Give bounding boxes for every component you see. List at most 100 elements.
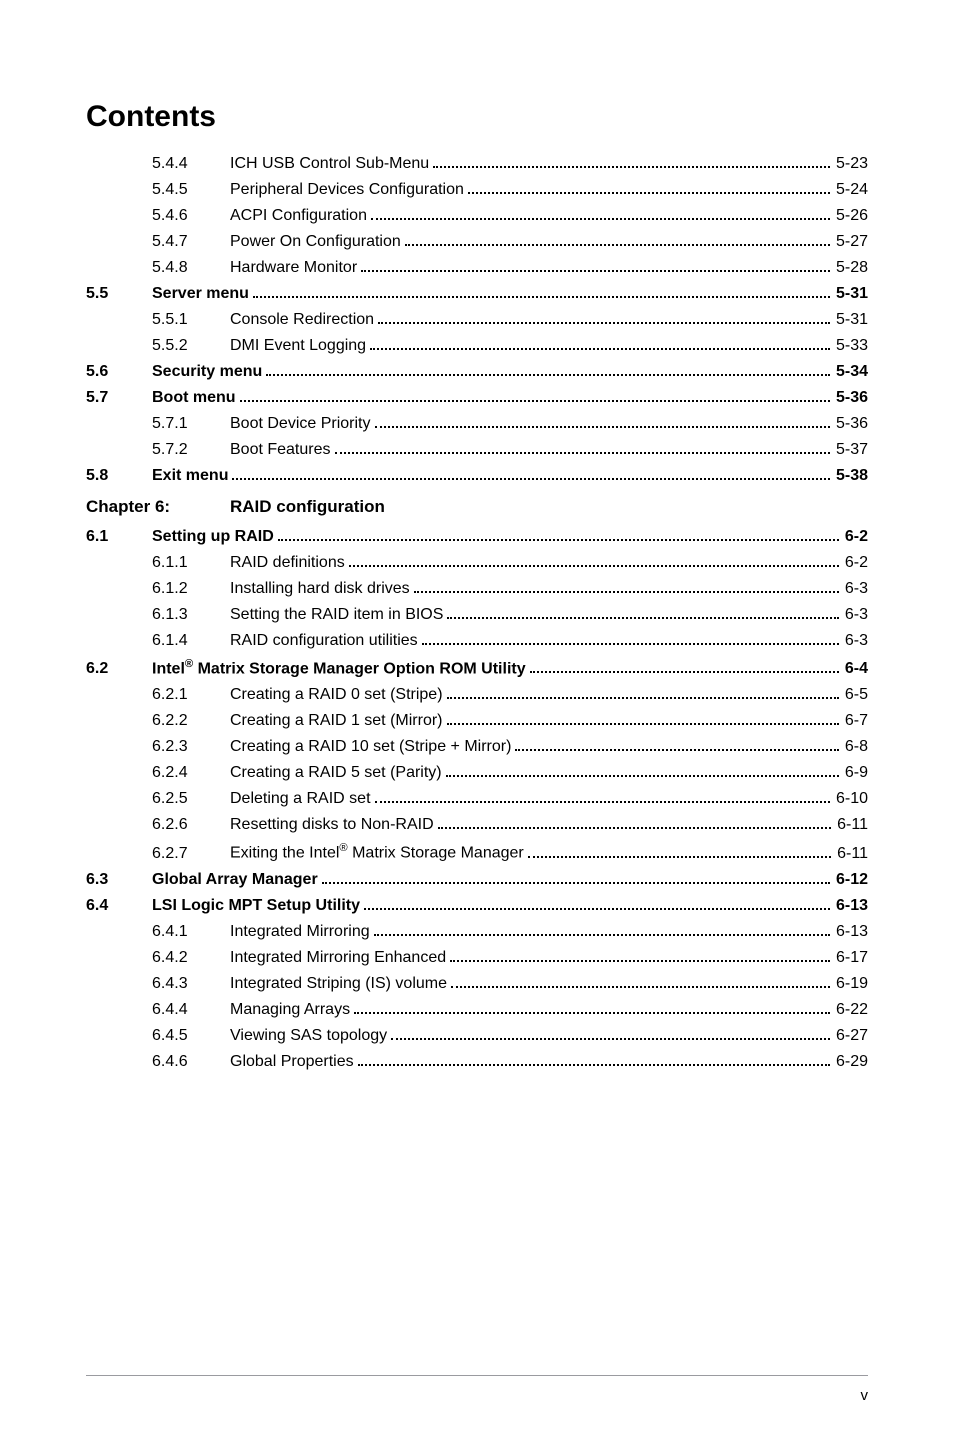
toc-subsection-number: 6.4.2	[152, 950, 230, 966]
toc-entry-label: Creating a RAID 0 set (Stripe)	[230, 687, 443, 703]
toc-leader-dots	[335, 442, 830, 454]
toc-leader-dots	[278, 529, 839, 541]
toc-entry-label: Integrated Striping (IS) volume	[230, 976, 447, 992]
toc-subsection-row: 5.7.1Boot Device Priority 5-36	[86, 416, 868, 432]
toc-leader-dots	[447, 713, 839, 725]
toc-subsection-number: 6.2.3	[152, 739, 230, 755]
toc-page-number: 5-36	[834, 390, 868, 406]
toc-subsection-number: 6.4.3	[152, 976, 230, 992]
toc-entry-label: Intel® Matrix Storage Manager Option ROM…	[152, 659, 526, 677]
toc-entry-label: Integrated Mirroring Enhanced	[230, 950, 446, 966]
toc-leader-dots	[349, 555, 839, 567]
toc-subsection-number: 6.2.1	[152, 687, 230, 703]
toc-page-number: 5-23	[834, 156, 868, 172]
toc-subsection-number: 5.4.7	[152, 234, 230, 250]
toc-leader-dots	[371, 208, 830, 220]
toc-section-number: 6.4	[86, 898, 152, 914]
toc-leader-dots	[322, 872, 830, 884]
toc-page-number: 6-5	[843, 687, 868, 703]
toc-page-number: 6-8	[843, 739, 868, 755]
toc-page-number: 5-27	[834, 234, 868, 250]
toc-subsection-row: 6.2.2Creating a RAID 1 set (Mirror)6-7	[86, 713, 868, 729]
footer-rule	[86, 1375, 868, 1376]
toc-subsection-number: 6.2.7	[152, 846, 230, 862]
toc-entry-label: Setting the RAID item in BIOS	[230, 607, 443, 623]
toc-entry-label: RAID definitions	[230, 555, 345, 571]
toc-entry-label: Exit menu	[152, 468, 228, 484]
toc-page-number: 6-9	[843, 765, 868, 781]
toc-page-number: 6-27	[834, 1028, 868, 1044]
toc-leader-dots	[375, 791, 830, 803]
toc-page-number: 6-2	[843, 529, 868, 545]
contents-title: Contents	[86, 100, 868, 134]
toc-page-number: 5-37	[834, 442, 868, 458]
chapter-label: Chapter 6:	[86, 498, 230, 515]
toc-leader-dots	[405, 234, 830, 246]
toc-leader-dots	[438, 817, 832, 829]
toc-subsection-row: 5.5.2DMI Event Logging5-33	[86, 338, 868, 354]
toc-entry-label: Installing hard disk drives	[230, 581, 410, 597]
toc-entry-label: Resetting disks to Non-RAID	[230, 817, 434, 833]
toc-page-number: 6-13	[834, 924, 868, 940]
toc-entry-label: Deleting a RAID set	[230, 791, 371, 807]
toc-page-number: 6-11	[835, 817, 868, 833]
toc-leader-dots	[451, 976, 830, 988]
toc-leader-dots	[378, 312, 830, 324]
toc-subsection-number: 6.4.1	[152, 924, 230, 940]
toc-subsection-row: 6.1.1RAID definitions6-2	[86, 555, 868, 571]
toc-page-number: 5-38	[834, 468, 868, 484]
toc-page-number: 6-11	[835, 846, 868, 862]
toc-leader-dots	[240, 390, 830, 402]
toc-page-number: 5-34	[834, 364, 868, 380]
toc-entry-label: Boot Device Priority	[230, 416, 371, 432]
toc-page-number: 6-4	[843, 661, 868, 677]
toc-page-number: 5-28	[834, 260, 868, 276]
toc-section-row: 6.2Intel® Matrix Storage Manager Option …	[86, 659, 868, 677]
toc-section-row: 5.7Boot menu5-36	[86, 390, 868, 406]
toc-page-number: 6-2	[843, 555, 868, 571]
toc-section-row: 5.5Server menu5-31	[86, 286, 868, 302]
toc-subsection-number: 6.4.4	[152, 1002, 230, 1018]
toc-section-number: 6.2	[86, 661, 152, 677]
footer-page-number: v	[861, 1387, 869, 1404]
toc-section-row: 6.1Setting up RAID6-2	[86, 529, 868, 545]
toc-page-number: 6-10	[834, 791, 868, 807]
toc-entry-label: Boot menu	[152, 390, 236, 406]
toc-subsection-row: 6.2.6Resetting disks to Non-RAID 6-11	[86, 817, 868, 833]
toc-section-number: 5.6	[86, 364, 152, 380]
toc-subsection-number: 5.4.5	[152, 182, 230, 198]
toc-subsection-row: 5.4.8Hardware Monitor5-28	[86, 260, 868, 276]
toc-subsection-number: 6.4.5	[152, 1028, 230, 1044]
toc-subsection-number: 6.2.6	[152, 817, 230, 833]
toc-page-number: 6-7	[843, 713, 868, 729]
toc-entry-label: Power On Configuration	[230, 234, 401, 250]
toc-subsection-row: 5.4.5Peripheral Devices Configuration5-2…	[86, 182, 868, 198]
toc-leader-dots	[358, 1054, 830, 1066]
toc-leader-dots	[354, 1002, 830, 1014]
toc-entry-label: Managing Arrays	[230, 1002, 350, 1018]
toc-leader-dots	[433, 156, 830, 168]
toc-section-number: 5.8	[86, 468, 152, 484]
toc-section-number: 6.3	[86, 872, 152, 888]
toc-subsection-number: 6.2.2	[152, 713, 230, 729]
toc-subsection-row: 6.4.2Integrated Mirroring Enhanced6-17	[86, 950, 868, 966]
toc-subsection-row: 6.1.3Setting the RAID item in BIOS6-3	[86, 607, 868, 623]
toc-entry-label: Security menu	[152, 364, 262, 380]
toc-entry-label: ACPI Configuration	[230, 208, 367, 224]
toc-subsection-row: 6.4.3Integrated Striping (IS) volume6-19	[86, 976, 868, 992]
toc-subsection-row: 6.1.4RAID configuration utilities6-3	[86, 633, 868, 649]
toc-entry-label: Hardware Monitor	[230, 260, 357, 276]
toc-leader-dots	[253, 286, 830, 298]
toc-subsection-number: 5.4.4	[152, 156, 230, 172]
toc-subsection-row: 6.2.4Creating a RAID 5 set (Parity)6-9	[86, 765, 868, 781]
toc-subsection-number: 6.1.3	[152, 607, 230, 623]
toc-leader-dots	[515, 739, 838, 751]
toc-subsection-row: 5.4.6ACPI Configuration5-26	[86, 208, 868, 224]
toc-page-number: 5-24	[834, 182, 868, 198]
toc-entry-label: Global Properties	[230, 1054, 354, 1070]
toc-section-row: 6.3Global Array Manager6-12	[86, 872, 868, 888]
toc-page-number: 5-36	[834, 416, 868, 432]
toc-leader-dots	[447, 687, 839, 699]
toc-subsection-number: 5.7.1	[152, 416, 230, 432]
toc-subsection-row: 5.5.1Console Redirection5-31	[86, 312, 868, 328]
